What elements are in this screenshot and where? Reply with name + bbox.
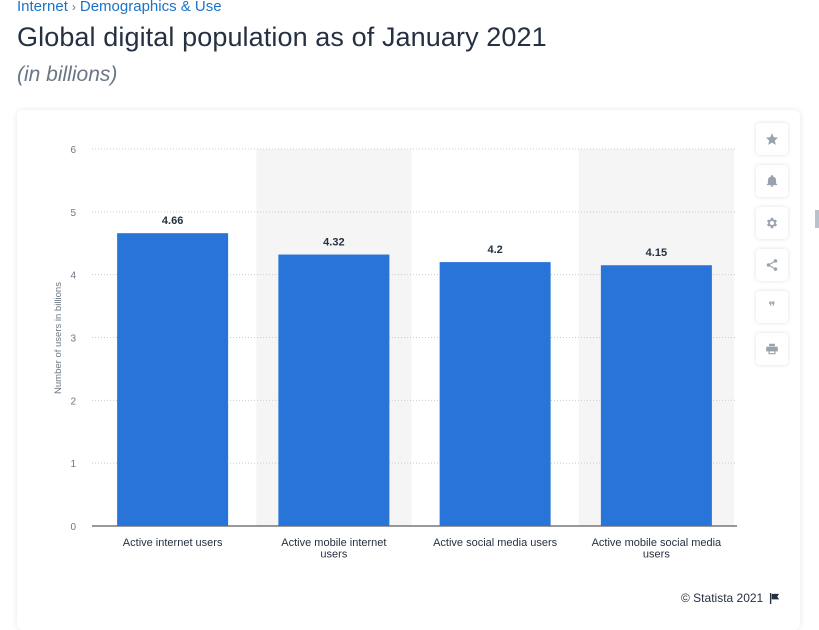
page-title: Global digital population as of January … bbox=[17, 22, 547, 52]
y-tick-label: 1 bbox=[70, 459, 76, 470]
bar bbox=[117, 233, 229, 527]
data-label: 4.2 bbox=[487, 244, 502, 256]
favorite-button[interactable] bbox=[756, 123, 788, 155]
share-icon bbox=[766, 259, 778, 271]
x-tick-label: Active social media users bbox=[433, 537, 558, 549]
share-button[interactable] bbox=[756, 249, 788, 281]
breadcrumb-demographics-link[interactable]: Demographics & Use bbox=[79, 0, 222, 15]
page-subtitle: (in billions) bbox=[17, 63, 118, 86]
bar bbox=[600, 265, 712, 526]
quote-icon: ❞ bbox=[768, 299, 776, 315]
y-tick-label: 6 bbox=[70, 145, 76, 156]
y-tick-label: 3 bbox=[70, 334, 76, 345]
source-credit[interactable]: © Statista 2021 bbox=[681, 591, 764, 605]
y-tick-label: 5 bbox=[70, 208, 76, 219]
bar-chart: 0 1 2 3 4 5 6 Number of users in billions 4.66 Ac… bbox=[53, 145, 737, 561]
bar bbox=[278, 254, 390, 526]
chevron-right-icon: › bbox=[71, 0, 76, 14]
data-label: 4.66 bbox=[162, 215, 183, 227]
breadcrumb-internet-link[interactable]: Internet bbox=[17, 0, 68, 15]
y-tick-label: 0 bbox=[70, 522, 76, 533]
x-tick-label: Active internet users bbox=[123, 537, 223, 549]
footer: © Statista 2021 bbox=[681, 591, 780, 605]
y-tick-label: 4 bbox=[70, 271, 76, 282]
print-button[interactable] bbox=[756, 333, 788, 365]
cite-button[interactable]: ❞ bbox=[756, 291, 788, 323]
y-axis-title: Number of users in billions bbox=[53, 282, 64, 394]
notification-button[interactable] bbox=[756, 165, 788, 197]
bell-icon bbox=[766, 175, 778, 187]
data-label: 4.32 bbox=[323, 237, 344, 249]
x-tick-label: Active mobile internet users bbox=[281, 537, 386, 561]
breadcrumb: Internet › Demographics & Use bbox=[17, 0, 222, 15]
gear-icon bbox=[766, 217, 778, 229]
y-tick-label: 2 bbox=[70, 396, 76, 407]
settings-button[interactable] bbox=[756, 207, 788, 239]
bar bbox=[439, 262, 551, 526]
data-label: 4.15 bbox=[646, 247, 667, 259]
star-icon bbox=[765, 133, 779, 145]
scroll-edge bbox=[815, 210, 819, 228]
x-tick-label: Active mobile social media users bbox=[592, 537, 722, 561]
flag-icon[interactable] bbox=[769, 592, 780, 604]
print-icon bbox=[766, 343, 778, 355]
